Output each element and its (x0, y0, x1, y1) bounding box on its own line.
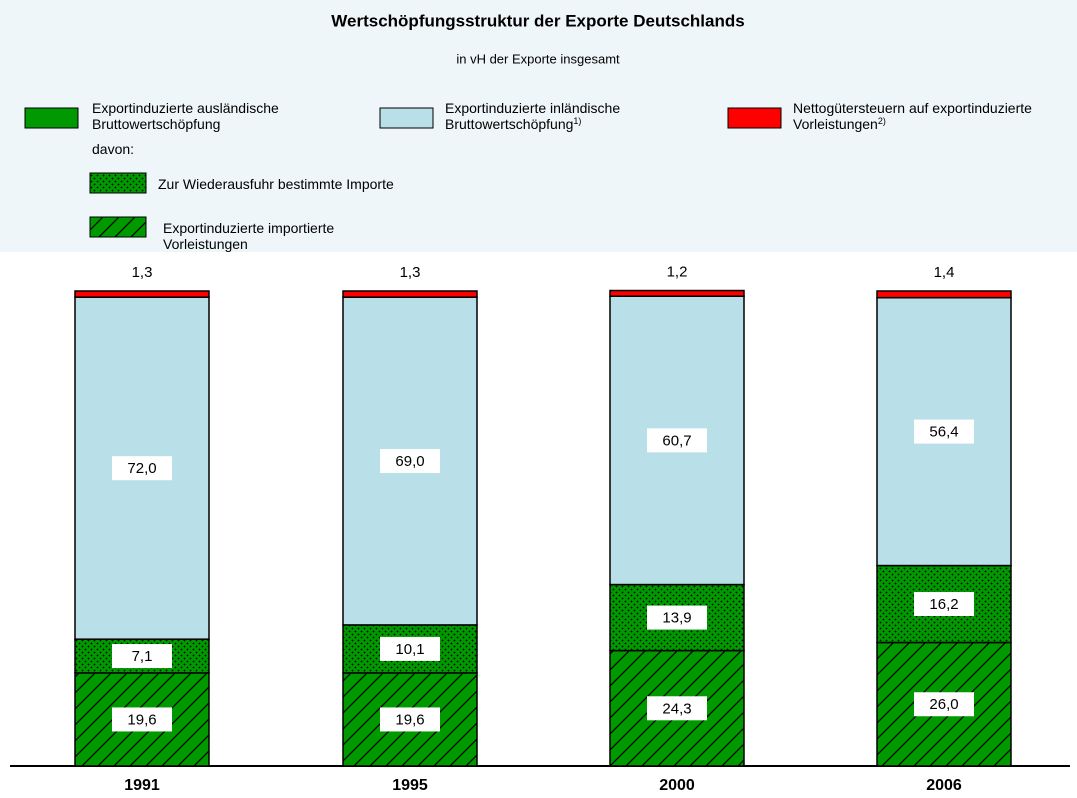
x-tick-label: 2006 (926, 777, 962, 794)
value-label-box (647, 696, 707, 721)
x-tick-label: 1995 (392, 777, 428, 794)
legend-entry: Exportinduzierte ausländische Bruttowert… (92, 100, 332, 132)
value-label-box (112, 644, 172, 669)
value-label: 1,2 (667, 263, 688, 280)
legend-text: Exportinduzierte ausländische Bruttowert… (92, 100, 279, 132)
value-label-box (380, 449, 440, 474)
legend-entry: Exportinduzierte importierte Vorleistung… (163, 220, 403, 252)
value-label: 24,3 (662, 700, 691, 717)
legend-text: Exportinduzierte importierte Vorleistung… (163, 220, 335, 252)
legend-swatch (89, 216, 147, 238)
legend-background (0, 0, 1077, 252)
value-label-box (914, 419, 974, 444)
chart-subtitle: in vH der Exporte insgesamt (456, 51, 620, 66)
legend-text: davon: (92, 141, 135, 157)
legend-note: davon: (92, 141, 332, 157)
value-label: 26,0 (929, 696, 958, 713)
value-label-box (647, 605, 707, 630)
x-tick-label: 2000 (659, 777, 695, 794)
value-label: 16,2 (929, 596, 958, 613)
value-label-box (112, 456, 172, 481)
value-label: 19,6 (395, 711, 424, 728)
value-label-box (112, 707, 172, 732)
value-label-box (914, 692, 974, 717)
legend-swatch (89, 172, 147, 194)
value-label: 56,4 (929, 424, 958, 441)
legend-text: Zur Wiederausfuhr bestimmte Importe (158, 176, 394, 192)
bar-segment (609, 289, 745, 297)
value-label: 1,4 (934, 264, 955, 281)
value-label: 19,6 (127, 711, 156, 728)
legend-swatch (379, 107, 434, 129)
legend-entry: Exportinduzierte inländische Bruttowerts… (445, 100, 685, 132)
value-label-box (647, 428, 707, 453)
footnote-mark: 2) (877, 116, 886, 126)
value-label: 72,0 (127, 460, 156, 477)
value-label: 7,1 (132, 648, 153, 665)
value-label: 1,3 (400, 264, 421, 281)
value-label-box (380, 707, 440, 732)
value-label-box (914, 592, 974, 617)
chart-title: Wertschöpfungsstruktur der Exporte Deuts… (331, 11, 744, 30)
value-label: 13,9 (662, 610, 691, 627)
value-label: 60,7 (662, 432, 691, 449)
value-label-box (380, 636, 440, 661)
legend-text: Nettogütersteuern auf exportinduzierte V… (793, 100, 1032, 132)
bar-segment (74, 290, 210, 298)
value-label: 10,1 (395, 641, 424, 658)
x-tick-label: 1991 (124, 777, 160, 794)
bar-segment (342, 290, 478, 298)
bar-segment (876, 290, 1012, 299)
legend-swatch (727, 107, 782, 129)
value-label: 1,3 (132, 264, 153, 281)
bar-segment (876, 564, 1012, 644)
legend-entry: Zur Wiederausfuhr bestimmte Importe (158, 176, 398, 192)
legend-text: Exportinduzierte inländische Bruttowerts… (445, 100, 621, 132)
footnote-mark: 1) (573, 116, 582, 126)
legend-entry: Nettogütersteuern auf exportinduzierte V… (793, 100, 1033, 132)
value-label: 69,0 (395, 453, 424, 470)
legend-swatch (24, 107, 79, 129)
